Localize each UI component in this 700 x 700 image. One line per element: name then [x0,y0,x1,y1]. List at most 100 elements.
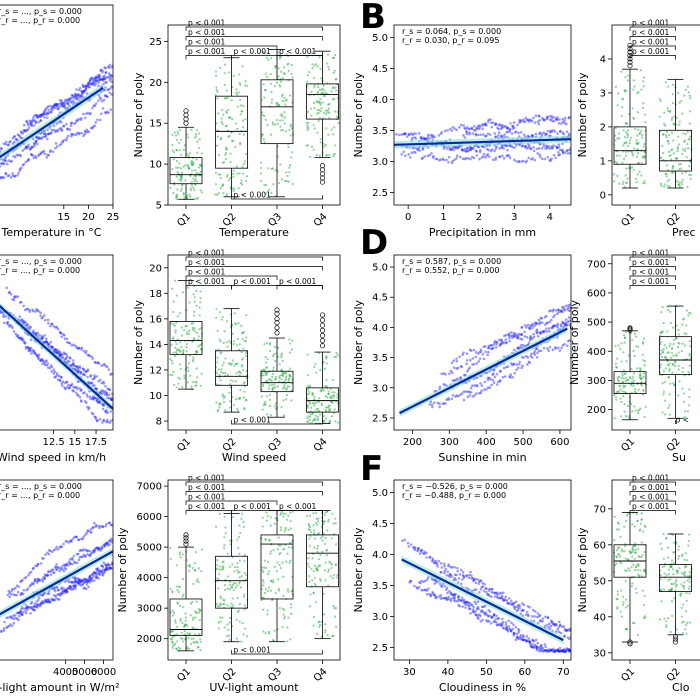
data-point [182,640,185,643]
data-point [640,384,644,387]
scatter-point [526,118,530,122]
data-point [245,314,248,317]
data-point [660,311,663,314]
data-point [289,123,293,126]
data-point [232,343,235,346]
scatter-point [27,349,31,353]
scatter-point [15,153,18,157]
scatter-point [55,568,59,572]
data-point [235,88,238,91]
data-point [669,382,672,385]
scatter-point [104,542,108,545]
scatter-point [19,318,23,322]
data-point [225,175,229,178]
scatter-point [557,122,561,125]
data-point [642,85,645,88]
data-point [614,134,617,137]
scatter-point [105,391,108,395]
data-point [238,370,241,373]
data-point [178,585,181,589]
data-point [333,355,336,359]
scatter-point [28,348,31,351]
data-point [236,407,239,411]
data-point [290,156,293,159]
scatter-point [481,127,484,131]
data-point [688,122,691,125]
data-point [181,621,184,625]
data-point [274,591,277,595]
scatter-point [487,155,491,158]
data-point [320,77,323,80]
scatter-point [87,585,90,589]
scatter-point [493,341,496,345]
data-point [281,625,284,629]
scatter-point [91,549,95,553]
data-point [244,152,248,156]
data-point [677,163,681,166]
scatter-point [548,345,552,349]
data-point [668,362,672,365]
data-point [242,172,245,175]
data-point [667,109,670,113]
scatter-point [525,147,529,150]
scatter-point [37,309,40,313]
scatter-point [68,356,72,359]
scatter-point [528,118,531,122]
data-point [336,353,339,357]
data-point [642,375,645,378]
box [215,95,248,169]
scatter-point [443,383,447,387]
significance-bar [629,285,676,290]
data-point [244,118,247,121]
scatter-point [45,113,48,116]
data-point [316,544,320,548]
scatter-point [67,99,71,103]
scatter-point [52,568,55,571]
scatter-point [49,573,53,577]
data-point [242,105,245,108]
data-point [331,635,334,638]
scatter-point [495,341,499,344]
data-point [277,67,280,70]
scatter-point [104,567,108,571]
scatter-point [21,149,25,152]
data-point [327,133,330,136]
scatter-point [558,148,562,152]
data-point [276,385,280,388]
box [613,371,647,394]
scatter-point [82,372,85,376]
scatter-point [433,135,436,139]
data-point [180,177,183,180]
data-point [663,413,667,416]
scatter-point [493,375,497,379]
data-point [638,367,641,370]
scatter-point [538,131,542,135]
scatter-point [105,95,109,98]
scatter-point [430,152,433,155]
data-point [187,154,190,158]
scatter-point [431,156,435,159]
scatter-point [79,371,83,374]
data-point [262,566,266,569]
data-point [329,575,332,578]
scatter-point [73,561,77,565]
scatter-point [34,154,37,158]
scatter-point [53,587,57,590]
data-point [176,188,179,191]
data-point [182,165,185,168]
data-point [664,124,667,127]
scatter-point [483,380,487,384]
scatter-point [557,308,560,312]
scatter-point [108,564,112,567]
data-point [642,80,645,83]
scatter-point [493,132,497,135]
data-point [261,608,265,611]
scatter-point [72,362,75,365]
scatter-point [474,149,478,153]
scatter-point [65,136,69,140]
data-point [282,515,285,518]
scatter-point [8,595,12,599]
scatter-point [105,541,108,545]
scatter-point [71,94,75,97]
scatter-point [525,159,529,163]
